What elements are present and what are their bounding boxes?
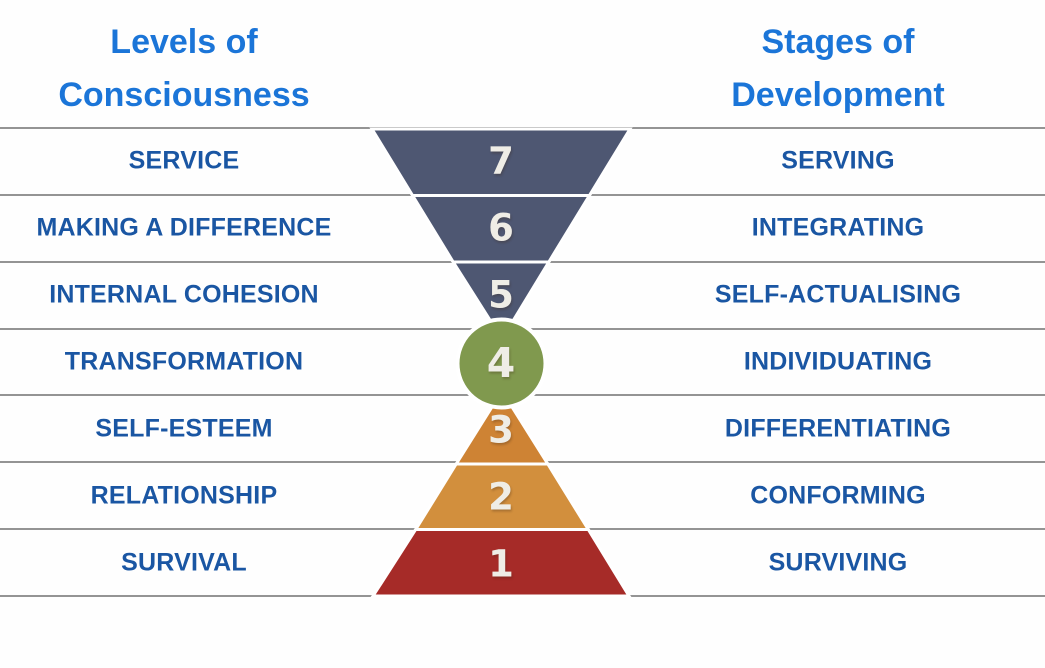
consciousness-label: RELATIONSHIP (90, 481, 278, 510)
stage-label: INDIVIDUATING (743, 347, 933, 376)
level-number-1: 1 (488, 542, 514, 586)
level-number-3: 3 (488, 408, 514, 452)
left-column-title: Levels of Consciousness (0, 16, 368, 121)
consciousness-label: SELF-ESTEEM (95, 414, 273, 443)
right-title-line1: Stages of (761, 23, 915, 61)
level-number-7: 7 (488, 139, 514, 183)
stage-label: SERVING (781, 146, 895, 175)
level-row-2: RELATIONSHIP CONFORMING (0, 461, 1045, 528)
levels-table: SERVICE SERVING MAKING A DIFFERENCE INTE… (0, 127, 1045, 597)
level-row-6: MAKING A DIFFERENCE INTEGRATING (0, 193, 1045, 261)
level-number-2: 2 (488, 475, 514, 519)
level-row-5: INTERNAL COHESION SELF-ACTUALISING (0, 260, 1045, 328)
stage-label: CONFORMING (750, 481, 926, 510)
level-row-7: SERVICE SERVING (0, 127, 1045, 194)
stage-label: DIFFERENTIATING (724, 414, 952, 443)
consciousness-label: TRANSFORMATION (64, 347, 304, 376)
right-title-line2: Development (731, 75, 945, 114)
left-title-line1: Levels of (110, 23, 258, 61)
level-number-5: 5 (488, 273, 514, 317)
consciousness-label: SURVIVAL (121, 548, 247, 577)
level-number-4: 4 (486, 339, 516, 387)
level-row-3: SELF-ESTEEM DIFFERENTIATING (0, 394, 1045, 461)
level-row-4: TRANSFORMATION INDIVIDUATING (0, 327, 1045, 395)
level-row-1: SURVIVAL SURVIVING (0, 528, 1045, 595)
left-title-line2: Consciousness (58, 75, 310, 114)
stage-label: SELF-ACTUALISING (714, 280, 962, 309)
consciousness-label: SERVICE (128, 146, 240, 175)
level-number-6: 6 (488, 206, 514, 250)
consciousness-label: INTERNAL COHESION (49, 280, 319, 309)
right-column-title: Stages of Development (634, 16, 1042, 121)
stage-label: SURVIVING (768, 548, 908, 577)
consciousness-label: MAKING A DIFFERENCE (36, 213, 332, 242)
stage-label: INTEGRATING (751, 213, 925, 242)
